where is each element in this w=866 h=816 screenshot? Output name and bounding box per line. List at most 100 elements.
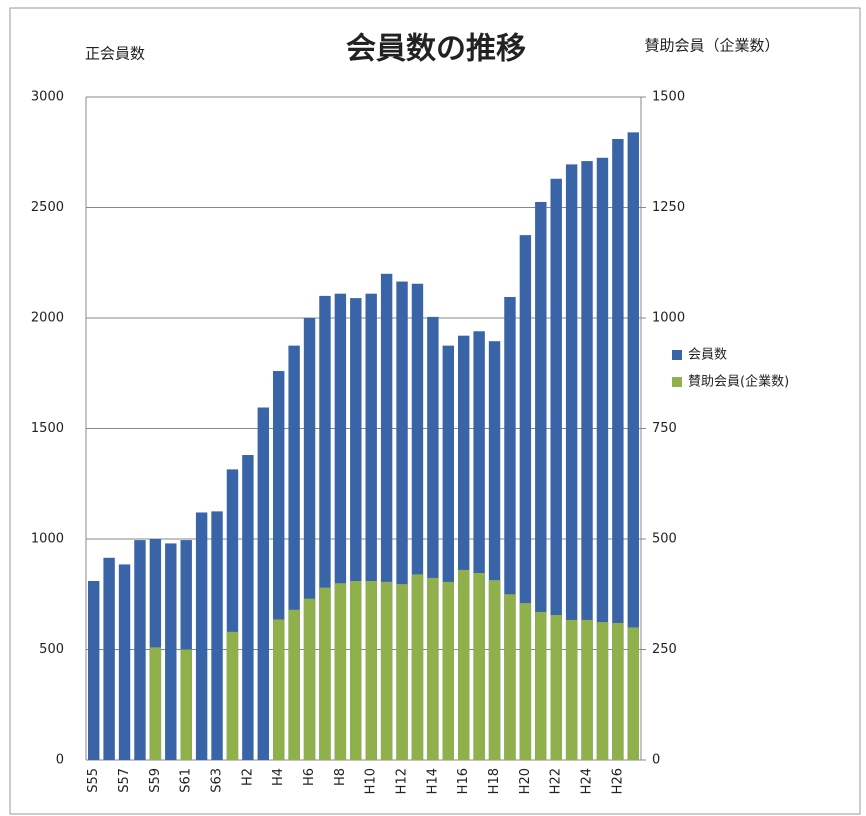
- bar: [535, 611, 547, 760]
- y2-tick-label: 750: [652, 421, 677, 436]
- bar: [504, 297, 516, 760]
- y2-tick-label: 1000: [652, 311, 685, 326]
- bar: [350, 298, 362, 760]
- bar: [211, 511, 223, 760]
- bar: [380, 273, 393, 760]
- x-tick-label: S61: [179, 768, 194, 793]
- bar: [273, 371, 285, 760]
- bar: [473, 573, 485, 760]
- y-axis-title: 正会員数: [85, 45, 145, 63]
- bar: [504, 594, 516, 760]
- bar: [442, 345, 454, 760]
- legend-swatch: [672, 377, 682, 387]
- bar: [303, 598, 316, 760]
- bar: [226, 469, 239, 760]
- bar: [257, 407, 269, 760]
- bar: [365, 293, 377, 760]
- bar: [565, 619, 578, 760]
- bar: [242, 455, 254, 760]
- bar: [550, 178, 562, 760]
- legend-label: 賛助会員(企業数): [688, 374, 789, 390]
- x-tick-label: H18: [487, 768, 502, 794]
- x-tick-label: H20: [518, 768, 533, 794]
- bar: [396, 584, 408, 760]
- x-tick-label: S55: [86, 768, 101, 793]
- bar: [319, 587, 331, 760]
- x-tick-label: H8: [333, 768, 348, 786]
- y2-tick-label: 0: [652, 753, 660, 768]
- y-tick-label: 2000: [31, 311, 64, 326]
- bar: [103, 557, 115, 760]
- y-tick-label: 1000: [31, 532, 64, 547]
- bar: [180, 649, 192, 760]
- x-tick-label: S63: [210, 768, 225, 793]
- x-tick-label: H16: [456, 768, 471, 794]
- bar: [612, 138, 624, 761]
- y-tick-label: 0: [56, 753, 64, 768]
- bar: [118, 564, 131, 760]
- x-tick-label: H6: [302, 768, 317, 786]
- bar: [165, 543, 177, 760]
- bar: [473, 331, 485, 760]
- bar: [488, 580, 501, 760]
- y2-tick-label: 1500: [652, 90, 685, 105]
- bar: [88, 580, 100, 760]
- x-tick-label: H4: [271, 768, 286, 786]
- x-tick-label: S57: [117, 768, 132, 793]
- bar: [273, 619, 285, 760]
- y2-tick-label: 1250: [652, 200, 685, 215]
- bar: [319, 295, 331, 760]
- bar: [195, 512, 208, 760]
- bar: [411, 574, 424, 760]
- frame: [9, 7, 861, 815]
- bar: [226, 631, 239, 760]
- y-tick-label: 1500: [31, 421, 64, 436]
- y2-tick-label: 500: [652, 532, 677, 547]
- x-tick-label: H14: [425, 768, 440, 794]
- bar: [288, 345, 300, 760]
- y2-tick-label: 250: [652, 642, 677, 657]
- y-tick-label: 3000: [31, 90, 64, 105]
- bar: [134, 540, 146, 760]
- bar: [288, 609, 300, 760]
- bar: [627, 132, 639, 761]
- bar: [396, 281, 408, 760]
- bar: [149, 647, 162, 760]
- bar: [458, 569, 470, 760]
- bar: [581, 161, 593, 761]
- x-tick-label: H24: [580, 768, 595, 794]
- bar: [380, 581, 393, 760]
- bar: [442, 581, 454, 760]
- x-tick-label: H26: [610, 768, 625, 794]
- x-tick-label: H12: [395, 768, 410, 794]
- bar: [535, 201, 547, 761]
- x-tick-label: H2: [240, 768, 255, 786]
- bar: [334, 293, 347, 760]
- bar: [427, 316, 439, 760]
- x-tick-label: S59: [148, 768, 163, 793]
- bar: [458, 335, 470, 760]
- bar: [596, 157, 609, 760]
- bar: [519, 235, 532, 760]
- chart-title: 会員数の推移: [346, 32, 526, 67]
- legend-label: 会員数: [688, 348, 727, 363]
- bar: [365, 580, 377, 760]
- bar: [550, 615, 562, 760]
- bar: [488, 341, 501, 760]
- bar: [519, 603, 532, 760]
- legend-swatch: [672, 350, 682, 360]
- bar: [427, 577, 439, 760]
- y2-axis-title: 賛助会員（企業数）: [644, 37, 779, 55]
- bar: [334, 583, 347, 760]
- bar: [350, 580, 362, 760]
- y-tick-label: 2500: [31, 200, 64, 215]
- x-tick-label: H10: [364, 768, 379, 794]
- bar: [565, 164, 578, 760]
- bar: [596, 622, 609, 760]
- y-tick-label: 500: [39, 642, 64, 657]
- bar: [303, 318, 316, 760]
- bar: [612, 622, 624, 760]
- bar: [411, 283, 424, 760]
- bar: [627, 627, 639, 760]
